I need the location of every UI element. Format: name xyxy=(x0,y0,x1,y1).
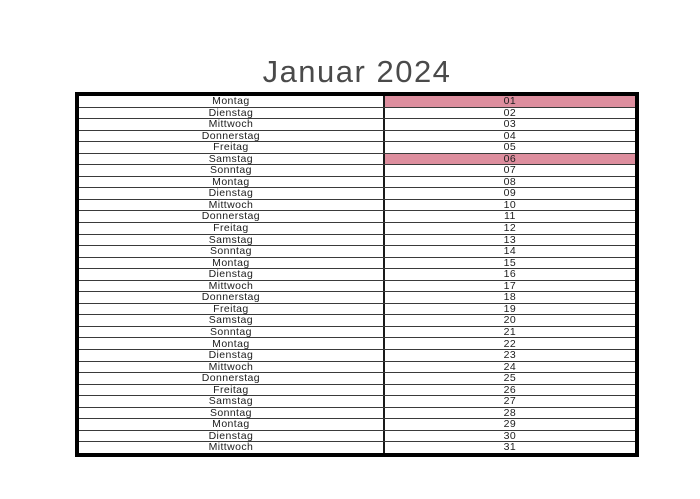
day-name-cell: Dienstag xyxy=(79,188,385,199)
calendar-row: Freitag 05 xyxy=(79,142,635,154)
calendar-row: Dienstag 23 xyxy=(79,350,635,362)
day-name-cell: Sonntag xyxy=(79,326,385,338)
day-name-cell: Montag xyxy=(79,96,385,107)
calendar-row: Donnerstag 04 xyxy=(79,130,635,143)
calendar-row: Freitag 19 xyxy=(79,303,635,316)
day-name-cell: Montag xyxy=(79,338,385,350)
calendar-row: Montag 15 xyxy=(79,257,635,270)
day-number-cell: 26 xyxy=(503,384,517,396)
calendar-row: Samstag 06 xyxy=(79,153,635,166)
day-name-cell: Mittwoch xyxy=(79,442,385,453)
calendar-row: Donnerstag 11 xyxy=(79,211,635,224)
calendar-row: Dienstag 09 xyxy=(79,188,635,200)
day-number-cell: 13 xyxy=(503,234,517,246)
day-number-cell: 31 xyxy=(503,442,517,453)
day-number-cell: 28 xyxy=(503,407,517,419)
day-number-cell: 17 xyxy=(503,280,517,292)
day-number-cell: 29 xyxy=(503,419,517,430)
day-number-cell: 30 xyxy=(503,430,517,442)
day-number-cell: 25 xyxy=(503,373,517,384)
day-number-cell: 04 xyxy=(503,130,517,142)
calendar-row: Freitag 26 xyxy=(79,384,635,397)
day-number-cell: 19 xyxy=(503,303,517,315)
day-name-cell: Sonntag xyxy=(79,246,385,257)
day-name-cell: Dienstag xyxy=(79,269,385,280)
day-name-cell: Montag xyxy=(79,257,385,269)
calendar-row: Sonntag 14 xyxy=(79,246,635,258)
day-number-cell: 02 xyxy=(503,107,517,119)
day-number-cell: 22 xyxy=(503,338,517,350)
day-name-cell: Montag xyxy=(79,419,385,430)
page-title: Januar 2024 xyxy=(262,54,452,89)
day-name-cell: Donnerstag xyxy=(79,373,385,384)
day-name-cell: Freitag xyxy=(79,303,385,315)
calendar-table: Montag 01 Dienstag 02 Mittwoch 03 Donner… xyxy=(75,92,639,457)
calendar-row: Samstag 20 xyxy=(79,315,635,327)
calendar-row: Mittwoch 17 xyxy=(79,280,635,293)
day-number-cell: 01 xyxy=(384,96,635,107)
day-number-cell: 18 xyxy=(503,292,517,303)
calendar-row: Dienstag 30 xyxy=(79,430,635,443)
day-name-cell: Samstag xyxy=(79,315,385,326)
calendar-row: Mittwoch 03 xyxy=(79,119,635,131)
day-number-cell: 07 xyxy=(503,165,517,176)
calendar-row: Samstag 27 xyxy=(79,396,635,408)
calendar-row: Sonntag 28 xyxy=(79,407,635,420)
calendar-row: Samstag 13 xyxy=(79,234,635,247)
day-number-cell: 16 xyxy=(503,269,517,280)
day-name-cell: Sonntag xyxy=(79,165,385,176)
day-name-cell: Dienstag xyxy=(79,350,385,361)
day-number-cell: 12 xyxy=(503,223,517,234)
day-name-cell: Mittwoch xyxy=(79,361,385,373)
calendar-row: Freitag 12 xyxy=(79,223,635,235)
calendar-row: Sonntag 07 xyxy=(79,165,635,177)
calendar-row: Mittwoch 31 xyxy=(79,442,635,453)
day-name-cell: Samstag xyxy=(79,396,385,407)
day-name-cell: Mittwoch xyxy=(79,280,385,292)
day-name-cell: Samstag xyxy=(79,153,385,165)
day-name-cell: Dienstag xyxy=(79,430,385,442)
day-number-cell: 24 xyxy=(503,361,517,373)
calendar-row: Montag 29 xyxy=(79,419,635,431)
day-name-cell: Freitag xyxy=(79,142,385,153)
day-name-cell: Freitag xyxy=(79,223,385,234)
day-number-cell: 09 xyxy=(503,188,517,199)
day-number-cell: 10 xyxy=(503,199,517,211)
calendar-row: Dienstag 16 xyxy=(79,269,635,281)
day-name-cell: Mittwoch xyxy=(79,119,385,130)
day-number-cell: 03 xyxy=(503,119,517,130)
day-number-cell: 15 xyxy=(503,257,517,269)
calendar-row: Mittwoch 24 xyxy=(79,361,635,374)
day-name-cell: Donnerstag xyxy=(79,292,385,303)
day-name-cell: Freitag xyxy=(79,384,385,396)
calendar-row: Dienstag 02 xyxy=(79,107,635,120)
day-name-cell: Mittwoch xyxy=(79,199,385,211)
day-number-cell: 11 xyxy=(504,211,516,223)
calendar-row: Donnerstag 25 xyxy=(79,373,635,385)
calendar-row: Mittwoch 10 xyxy=(79,199,635,212)
calendar-row: Montag 01 xyxy=(79,96,635,108)
day-name-cell: Donnerstag xyxy=(79,130,385,142)
day-number-cell: 21 xyxy=(503,326,517,338)
day-name-cell: Samstag xyxy=(79,234,385,246)
day-number-cell: 14 xyxy=(503,246,517,257)
day-name-cell: Dienstag xyxy=(79,107,385,119)
calendar-row: Montag 08 xyxy=(79,176,635,189)
day-name-cell: Montag xyxy=(79,176,385,188)
day-number-cell: 27 xyxy=(503,396,517,407)
day-name-cell: Donnerstag xyxy=(79,211,385,223)
day-name-cell: Sonntag xyxy=(79,407,385,419)
calendar-row: Montag 22 xyxy=(79,338,635,351)
day-number-cell: 20 xyxy=(503,315,517,326)
calendar-row: Sonntag 21 xyxy=(79,326,635,339)
day-number-cell: 06 xyxy=(384,153,635,165)
calendar-row: Donnerstag 18 xyxy=(79,292,635,304)
day-number-cell: 08 xyxy=(503,176,517,188)
day-number-cell: 23 xyxy=(503,350,517,361)
day-number-cell: 05 xyxy=(503,142,517,153)
